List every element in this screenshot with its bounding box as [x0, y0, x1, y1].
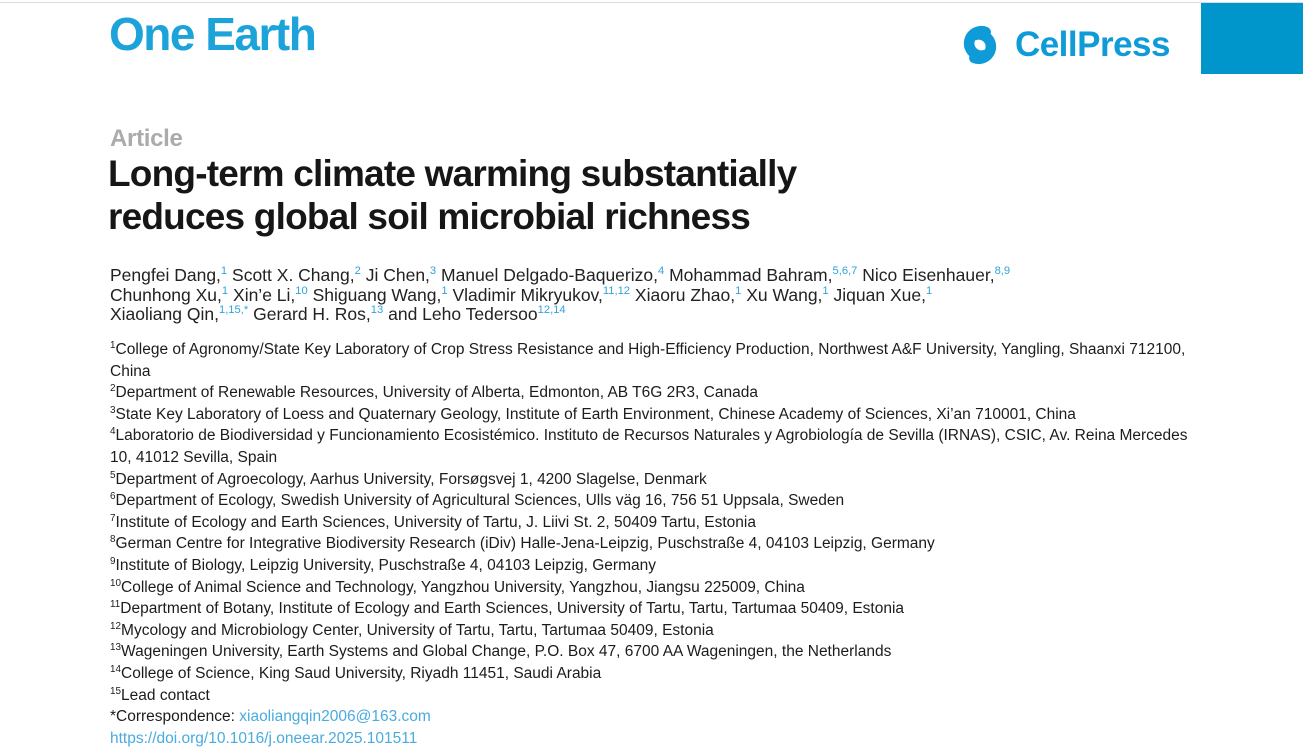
author-name: Manuel Delgado-Baquerizo, — [441, 265, 658, 285]
doi-link[interactable]: https://doi.org/10.1016/j.oneear.2025.10… — [110, 729, 418, 747]
affiliation-number: 3 — [110, 404, 116, 416]
affiliation-item: 15Lead contact — [110, 685, 210, 704]
affiliation-item: 2Department of Renewable Resources, Univ… — [110, 383, 758, 402]
author-list: Pengfei Dang,1 Scott X. Chang,2 Ji Chen,… — [110, 265, 1210, 325]
author-affiliation-ref: 1 — [441, 284, 448, 297]
author-name: Shiguang Wang, — [312, 284, 442, 305]
affiliation-number: 13 — [110, 642, 122, 654]
author-line: Chunhong Xu,1 Xin’e Li,10 Shiguang Wang,… — [110, 284, 1210, 306]
affiliation-item: 14College of Science, King Saud Universi… — [110, 663, 602, 682]
affiliation-number: 8 — [110, 534, 116, 546]
affiliation-number: 14 — [110, 663, 122, 675]
doi-line: https://doi.org/10.1016/j.oneear.2025.10… — [110, 728, 1202, 749]
author-affiliation-ref: 12,14 — [537, 304, 566, 317]
author-affiliation-ref: 1 — [822, 284, 829, 297]
author-affiliation-ref: 5,6,7 — [832, 265, 858, 278]
cellpress-wordmark: CellPress — [1014, 25, 1171, 64]
author-name: Scott X. Chang, — [232, 265, 355, 285]
affiliation-number: 2 — [110, 383, 116, 395]
article-title-line1: Long-term climate warming substantially — [108, 153, 797, 194]
affiliation-item: 10College of Animal Science and Technolo… — [110, 577, 805, 596]
affiliation-item: 5Department of Agroecology, Aarhus Unive… — [110, 469, 707, 488]
affiliation-number: 6 — [110, 491, 116, 502]
affiliation-item: 9Institute of Biology, Leipzig Universit… — [110, 555, 656, 574]
affiliation-number: 5 — [110, 469, 116, 481]
author-affiliation-ref: 1 — [221, 284, 229, 297]
affiliation-item: 13Wageningen University, Earth Systems a… — [110, 642, 892, 661]
article-title: Long-term climate warming substantially … — [108, 152, 797, 238]
affiliation-list: 1College of Agronomy/State Key Laborator… — [110, 339, 1202, 706]
author-affiliation-ref: 2 — [354, 265, 361, 278]
affiliation-number: 10 — [110, 577, 122, 589]
front-matter: 1College of Agronomy/State Key Laborator… — [110, 339, 1202, 749]
author-name: Ji Chen, — [365, 265, 430, 285]
author-name: and Leho Tedersoo — [388, 304, 538, 324]
author-affiliation-ref: 1 — [925, 284, 933, 297]
author-name: Xiaoliang Qin, — [110, 304, 219, 324]
author-affiliation-ref: 3 — [429, 265, 437, 278]
author-name: Mohammad Bahram, — [669, 265, 833, 285]
correspondence-label: *Correspondence: — [110, 708, 240, 726]
affiliation-number: 1 — [110, 339, 116, 351]
top-divider — [0, 2, 1303, 3]
journal-logo-one-earth: One Earth — [109, 8, 317, 60]
author-line: Xiaoliang Qin,1,15,* Gerard H. Ros,13 an… — [110, 304, 1210, 325]
affiliation-number: 7 — [110, 512, 116, 524]
author-name: Vladimir Mikryukov, — [452, 284, 603, 305]
author-name: Nico Eisenhauer, — [862, 265, 995, 285]
affiliation-item: 1College of Agronomy/State Key Laborator… — [110, 339, 1186, 380]
author-name: Jiquan Xue, — [833, 284, 926, 305]
article-type-label: Article — [110, 125, 183, 152]
author-name: Xu Wang, — [746, 284, 823, 305]
author-line: Pengfei Dang,1 Scott X. Chang,2 Ji Chen,… — [110, 265, 1210, 286]
affiliation-number: 12 — [110, 620, 122, 632]
author-affiliation-ref: 11,12 — [602, 284, 631, 297]
author-affiliation-ref: 1,15,* — [218, 304, 249, 317]
cellpress-logo[interactable]: CellPress — [954, 22, 1171, 68]
affiliation-item: 7Institute of Ecology and Earth Sciences… — [110, 512, 756, 531]
article-title-line2: reduces global soil microbial richness — [108, 196, 751, 237]
affiliation-number: 11 — [110, 598, 121, 610]
affiliation-number: 15 — [110, 685, 122, 697]
affiliation-item: 4Laboratorio de Biodiversidad y Funciona… — [110, 426, 1188, 466]
affiliation-item: 3State Key Laboratory of Loess and Quate… — [110, 404, 1076, 423]
author-name: Xin’e Li, — [233, 284, 296, 305]
author-affiliation-ref: 1 — [220, 265, 228, 278]
author-name: Chunhong Xu, — [110, 284, 222, 305]
affiliation-number: 4 — [110, 426, 116, 438]
corner-accent-block — [1201, 3, 1303, 74]
affiliation-item: 11Department of Botany, Institute of Eco… — [110, 598, 905, 618]
author-affiliation-ref: 8,9 — [994, 265, 1011, 278]
author-affiliation-ref: 4 — [657, 265, 665, 278]
author-name: Gerard H. Ros, — [253, 304, 371, 324]
cellpress-swirl-icon — [954, 22, 1006, 68]
correspondence-line: *Correspondence: xiaoliangqin2006@163.co… — [110, 706, 1202, 728]
author-name: Pengfei Dang, — [110, 265, 221, 285]
affiliation-item: 8German Centre for Integrative Biodivers… — [110, 534, 935, 553]
affiliation-number: 9 — [110, 555, 116, 567]
author-name: Xiaoru Zhao, — [634, 284, 736, 305]
author-affiliation-ref: 13 — [370, 304, 384, 317]
affiliation-item: 6Department of Ecology, Swedish Universi… — [110, 491, 845, 510]
correspondence-email-link[interactable]: xiaoliangqin2006@163.com — [239, 708, 431, 726]
author-affiliation-ref: 10 — [295, 284, 308, 297]
author-affiliation-ref: 1 — [735, 284, 742, 297]
affiliation-item: 12Mycology and Microbiology Center, Univ… — [110, 620, 714, 639]
